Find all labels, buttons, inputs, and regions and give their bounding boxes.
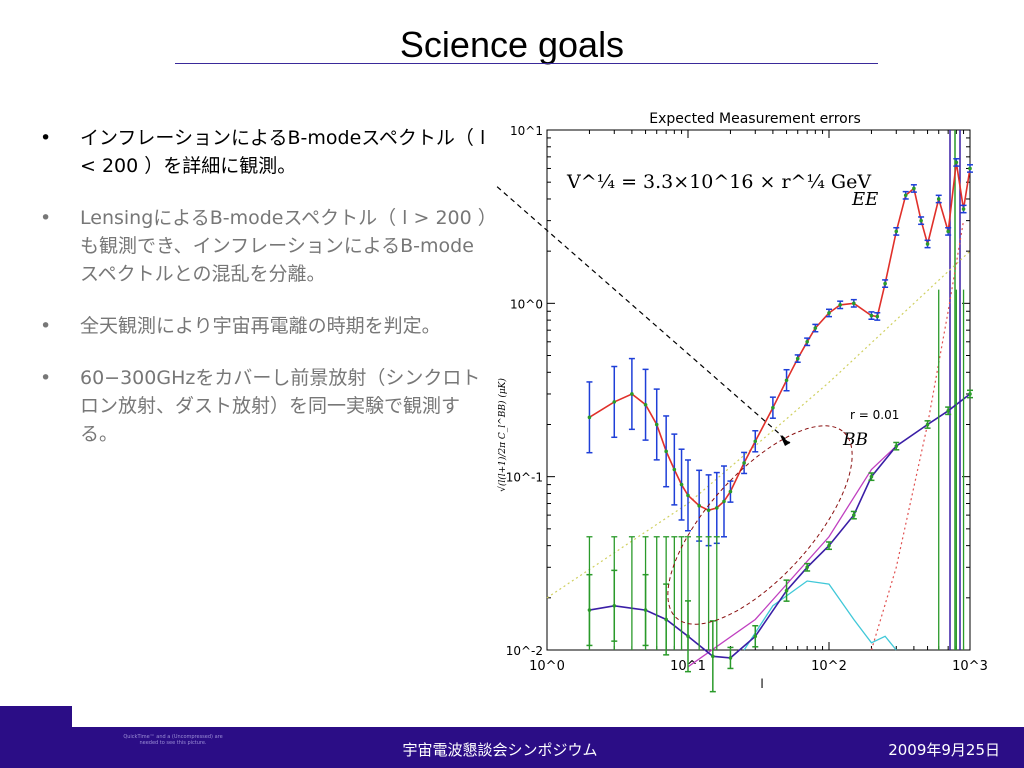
bullet-text: LensingによるB-modeスペクトル（ l > 200 ）も観測でき、イン… — [80, 207, 488, 285]
ee-point — [643, 402, 648, 407]
ee-point — [686, 493, 690, 498]
bullet-list: • インフレーションによるB-modeスペクトル（ l < 200 ）を詳細に観… — [40, 124, 490, 472]
ee-point — [946, 229, 950, 234]
bb-point — [753, 634, 758, 639]
ee-point — [883, 281, 887, 286]
ee-point — [722, 499, 726, 504]
bullet-text: 全天観測により宇宙再電離の時期を判定。 — [80, 315, 441, 337]
ee-point — [753, 439, 758, 444]
plot-frame — [546, 129, 971, 651]
ee-point — [919, 218, 923, 223]
x-tick-label: 10^3 — [952, 659, 988, 674]
bb-point — [925, 422, 930, 427]
bb-point — [869, 474, 874, 479]
ee-point — [961, 207, 966, 211]
pointer-arrow-line — [495, 184, 791, 444]
pointer-arrow-head — [780, 435, 790, 446]
chart-formula: V^¼ = 3.3×10^16 × r^¼ GeV — [566, 171, 871, 193]
bb-point — [805, 565, 809, 570]
ee-point — [679, 482, 684, 487]
ee-point — [784, 378, 789, 383]
ee-point — [869, 313, 874, 318]
ee-point — [630, 392, 634, 396]
quicktime-note: QuickTime™ and a (Uncompressed) are need… — [123, 734, 223, 746]
ee-point — [813, 326, 818, 330]
ee-point — [925, 242, 930, 246]
y-tick-label: 10^1 — [510, 124, 543, 138]
slide-title: Science goals — [399, 24, 625, 65]
bullet-item-2: • LensingによるB-modeスペクトル（ l > 200 ）も観測でき、… — [40, 204, 490, 288]
chart-ylabel: √(l(l+1)/2π C_l^BB) (μK) — [497, 378, 508, 492]
y-tick-label: 10^0 — [510, 297, 543, 311]
synchrotron-model-line — [743, 580, 897, 651]
bullet-text: インフレーションによるB-modeスペクトル（ l < 200 ）を詳細に観測。 — [80, 127, 486, 177]
y-tick-label: 10^-1 — [506, 471, 543, 485]
ee-point — [714, 506, 719, 510]
bullet-marker: • — [40, 207, 52, 229]
footer-tab — [0, 706, 72, 728]
ee-point — [954, 160, 959, 165]
ee-point — [827, 311, 831, 315]
dust-model-line — [546, 250, 971, 599]
title-underline — [175, 63, 878, 64]
ee-point — [903, 193, 908, 198]
annotation-r: r = 0.01 — [850, 408, 899, 422]
bb-point — [784, 588, 789, 593]
bb-point — [728, 656, 733, 660]
y-tick-label: 10^-2 — [506, 644, 543, 658]
ee-point — [728, 489, 733, 494]
bb-point — [894, 444, 899, 448]
bullet-item-4: • 60−300GHzをカバーし前景放射（シンクロトロン放射、ダスト放射）を同一… — [40, 364, 490, 448]
bb-point — [946, 408, 950, 413]
ee-point — [852, 301, 856, 306]
bb-point — [827, 543, 831, 548]
ee-point — [805, 339, 809, 344]
footer-bar — [0, 727, 1024, 768]
ee-point — [654, 422, 659, 427]
ee-point — [664, 449, 668, 454]
ee-point — [697, 503, 701, 508]
bullet-item-3: • 全天観測により宇宙再電離の時期を判定。 — [40, 312, 490, 340]
ee-point — [795, 356, 800, 361]
footer-event: 宇宙電波懇談会シンポジウム — [402, 741, 598, 759]
ee-point — [936, 197, 941, 201]
lensing-bb-line — [687, 445, 897, 668]
ee-point — [742, 461, 746, 465]
x-tick-label: 10^2 — [811, 659, 847, 674]
ee-point — [587, 415, 592, 420]
bullet-item-1: • インフレーションによるB-modeスペクトル（ l < 200 ）を詳細に観… — [40, 124, 490, 180]
ee-point — [838, 303, 842, 307]
ee-point — [672, 467, 677, 472]
spectrum-chart: Expected Measurement errors √(l(l+1)/2π … — [495, 111, 988, 693]
bb-point — [852, 513, 856, 517]
bullet-marker: • — [40, 127, 52, 149]
chart-xlabel: l — [760, 677, 763, 691]
bb-point — [968, 392, 972, 396]
bullet-marker: • — [40, 367, 52, 389]
bb-series-line — [589, 393, 971, 659]
bullet-text: 60−300GHzをカバーし前景放射（シンクロトロン放射、ダスト放射）を同一実験… — [80, 367, 481, 445]
x-tick-label: 10^0 — [529, 659, 565, 674]
chart-title: Expected Measurement errors — [649, 111, 861, 127]
ee-point — [706, 508, 711, 513]
annotation-ee: EE — [851, 189, 878, 210]
ee-series-line — [588, 162, 971, 512]
ee-point — [968, 166, 972, 171]
ee-point — [612, 400, 617, 404]
ee-point — [875, 314, 880, 319]
annotation-bb: BB — [842, 430, 868, 450]
ee-point — [894, 229, 899, 234]
footer-date: 2009年9月25日 — [888, 741, 1000, 759]
ee-point — [912, 186, 916, 191]
bb-point — [711, 654, 715, 659]
bullet-marker: • — [40, 315, 52, 337]
ee-point — [771, 405, 775, 410]
